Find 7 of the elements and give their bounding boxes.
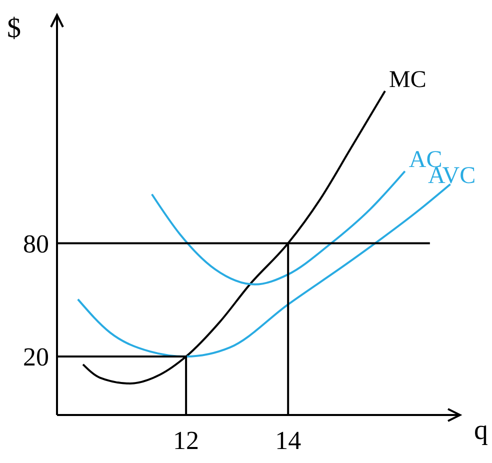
x-tick-label: 12 — [173, 426, 200, 455]
y-tick-label: 80 — [23, 229, 49, 258]
series-label: MC — [389, 67, 426, 94]
y-tick-label: 20 — [23, 342, 49, 372]
x-axis-title: q — [474, 415, 488, 446]
y-axis-title: $ — [7, 13, 21, 44]
x-tick-label: 14 — [275, 426, 302, 455]
